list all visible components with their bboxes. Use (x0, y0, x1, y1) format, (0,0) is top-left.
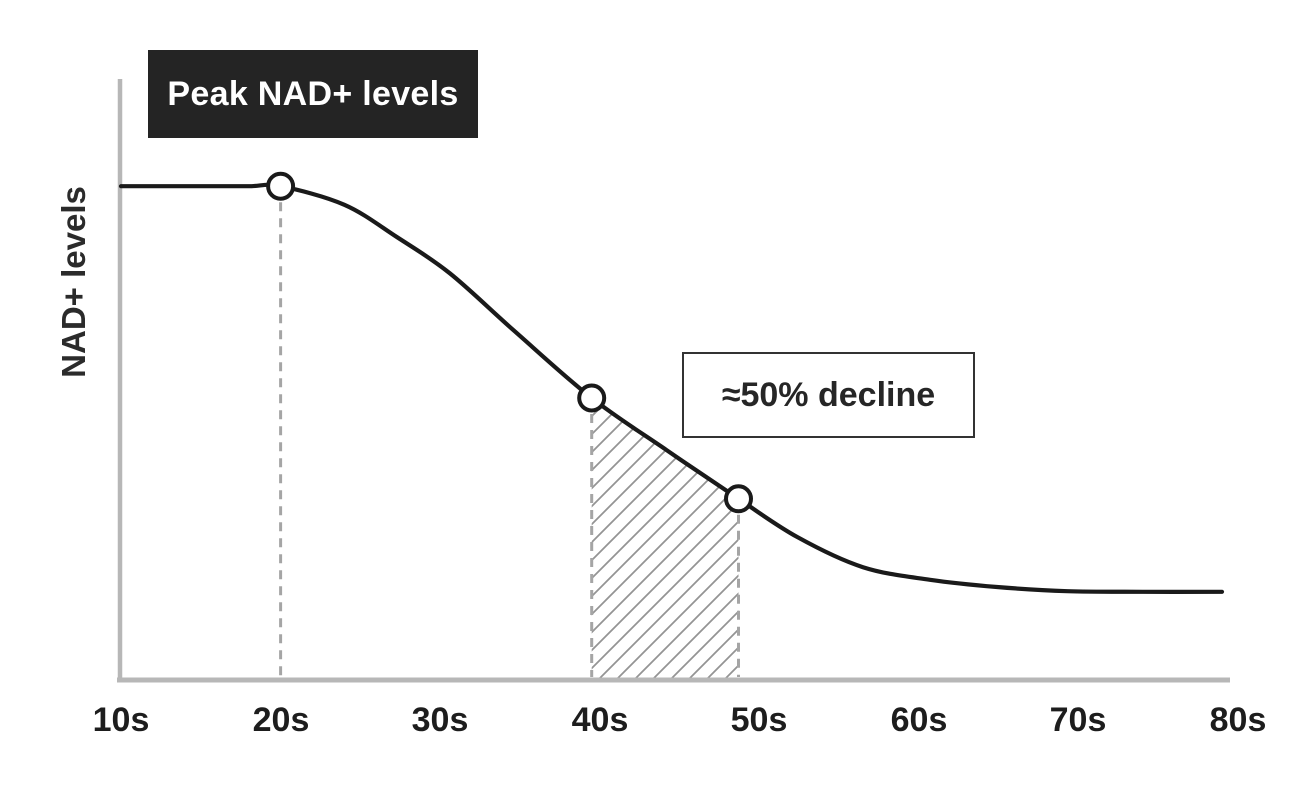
x-tick-label-30s: 30s (411, 701, 469, 739)
x-tick-label-10s: 10s (92, 701, 150, 739)
x-tick-label-70s: 70s (1049, 701, 1107, 739)
x-tick-label-20s: 20s (252, 701, 310, 739)
x-tick-label-40s: 40s (571, 701, 629, 739)
peak-annotation-badge: Peak NAD+ levels (148, 50, 478, 138)
hatched-decline-region (591, 398, 739, 678)
data-point-marker (724, 484, 753, 514)
y-axis-title: NAD+ levels (55, 186, 92, 378)
decline-annotation-box: ≈50% decline (682, 352, 975, 438)
x-tick-label-50s: 50s (730, 701, 788, 739)
data-point-marker (577, 383, 607, 413)
x-tick-label-60s: 60s (890, 701, 948, 739)
x-tick-label-80s: 80s (1209, 701, 1267, 739)
data-point-marker (266, 171, 296, 201)
